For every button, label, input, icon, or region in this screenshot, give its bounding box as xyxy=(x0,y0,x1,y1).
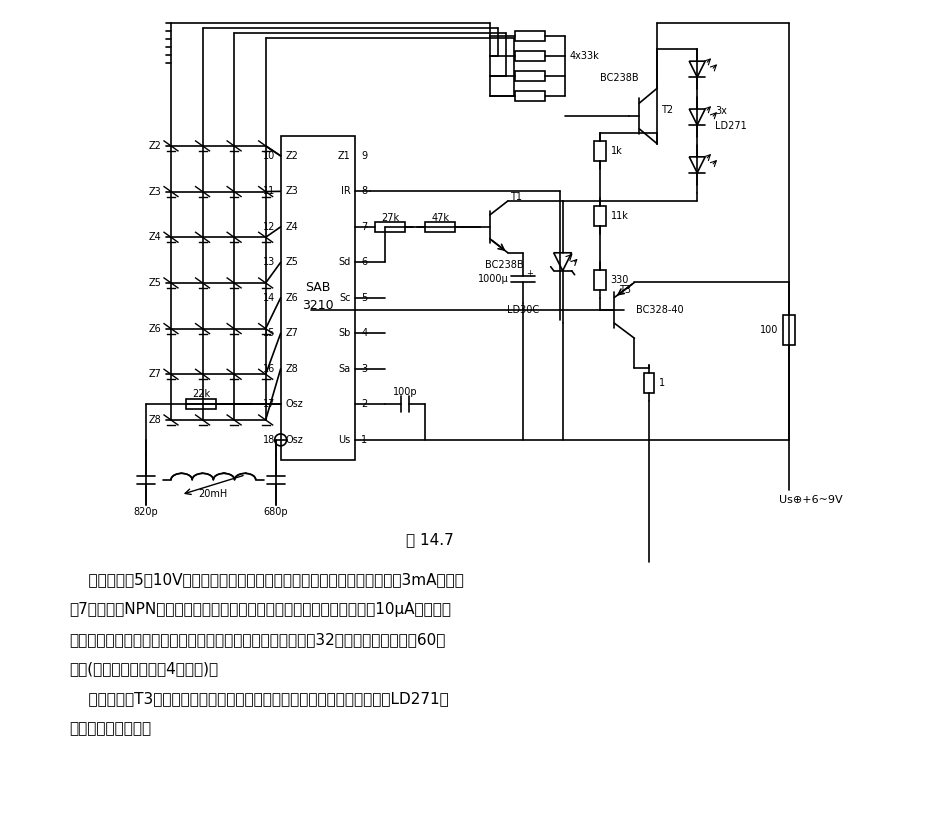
Text: Osz: Osz xyxy=(286,400,303,409)
Text: 13: 13 xyxy=(263,257,275,267)
Text: 1: 1 xyxy=(658,378,665,388)
Text: 使发射器接通和发出指令，需采用四列八行连线，直接可产生32条指令，并可扩展成60条: 使发射器接通和发出指令，需采用四列八行连线，直接可产生32条指令，并可扩展成60… xyxy=(70,632,445,647)
Text: 1k: 1k xyxy=(610,146,622,156)
Text: BC238B: BC238B xyxy=(599,74,638,83)
Bar xyxy=(593,141,604,161)
Bar xyxy=(593,206,604,225)
Text: 7: 7 xyxy=(361,222,367,232)
Text: 15: 15 xyxy=(263,328,275,338)
Text: 图 14.7: 图 14.7 xyxy=(406,532,453,547)
Text: 16: 16 xyxy=(263,364,275,374)
Text: BC328-40: BC328-40 xyxy=(636,306,683,315)
Text: Sc: Sc xyxy=(338,292,350,303)
Text: Z4: Z4 xyxy=(148,232,161,243)
Text: Z8: Z8 xyxy=(286,364,298,374)
Text: T3: T3 xyxy=(619,285,630,296)
Bar xyxy=(514,31,544,41)
Text: 示出供电电压情况。: 示出供电电压情况。 xyxy=(70,721,151,736)
Text: +: + xyxy=(526,270,532,279)
Text: 3: 3 xyxy=(361,364,367,374)
Text: Z3: Z3 xyxy=(148,186,161,197)
Text: 330: 330 xyxy=(610,275,629,285)
Text: 8: 8 xyxy=(361,186,367,196)
Text: 20mH: 20mH xyxy=(198,489,228,498)
Text: Sb: Sb xyxy=(337,328,350,338)
Text: Us⊕+6~9V: Us⊕+6~9V xyxy=(778,494,842,505)
Bar xyxy=(514,51,544,61)
Text: 3x: 3x xyxy=(715,106,726,116)
Text: Sa: Sa xyxy=(338,364,350,374)
Bar xyxy=(643,373,654,393)
Text: T1: T1 xyxy=(509,192,521,202)
Text: Z5: Z5 xyxy=(148,278,161,288)
Text: Z2: Z2 xyxy=(148,141,161,151)
Bar xyxy=(280,136,355,460)
Text: 22k: 22k xyxy=(192,390,210,400)
Text: Sd: Sd xyxy=(337,257,350,267)
Text: Z8: Z8 xyxy=(148,415,161,425)
Text: Z2: Z2 xyxy=(286,151,298,161)
Text: IR: IR xyxy=(340,186,350,196)
Text: 14: 14 xyxy=(263,292,275,303)
Text: Us: Us xyxy=(337,435,350,445)
Text: LD271: LD271 xyxy=(715,121,746,131)
Bar xyxy=(782,315,794,346)
Text: T2: T2 xyxy=(661,105,673,115)
Text: 100: 100 xyxy=(758,325,777,335)
Text: SAB: SAB xyxy=(305,281,330,294)
Text: 12: 12 xyxy=(263,222,275,232)
Text: 18: 18 xyxy=(263,435,275,445)
Text: Z7: Z7 xyxy=(148,369,161,379)
Text: Z4: Z4 xyxy=(286,222,298,232)
Bar xyxy=(185,400,216,409)
Text: 11: 11 xyxy=(263,186,275,196)
Text: 9: 9 xyxy=(361,151,367,161)
Text: 脚7接入一个NPN晶体管可使静止状态下电路同电池分离，其吸收电流在10μA以下。为: 脚7接入一个NPN晶体管可使静止状态下电路同电池分离，其吸收电流在10μA以下。… xyxy=(70,602,451,617)
Text: Z7: Z7 xyxy=(286,328,298,338)
Text: 电源电压为5～10V，适于电池供电。工作时除末级外整个电路吸收电流为3mA。通过: 电源电压为5～10V，适于电池供电。工作时除末级外整个电路吸收电流为3mA。通过 xyxy=(70,572,463,587)
Text: 1: 1 xyxy=(361,435,367,445)
Text: Z6: Z6 xyxy=(148,324,161,333)
Text: 4: 4 xyxy=(361,328,367,338)
Bar xyxy=(514,71,544,81)
Text: Z5: Z5 xyxy=(286,257,298,267)
Text: 17: 17 xyxy=(263,400,275,409)
Text: 3210: 3210 xyxy=(302,299,334,312)
Text: 11k: 11k xyxy=(610,211,628,221)
Text: 47k: 47k xyxy=(431,213,449,223)
Text: 680p: 680p xyxy=(263,507,287,516)
Text: 指令(每二个二极管产生4条指令)。: 指令(每二个二极管产生4条指令)。 xyxy=(70,662,218,676)
Text: Z3: Z3 xyxy=(286,186,298,196)
Text: LD30C: LD30C xyxy=(506,305,539,315)
Text: BC238B: BC238B xyxy=(485,260,523,270)
Bar xyxy=(514,91,544,101)
Text: 末级晶体管T3为恒流源，这可保证在电源电压降低时能由三个发光二极管LD271显: 末级晶体管T3为恒流源，这可保证在电源电压降低时能由三个发光二极管LD271显 xyxy=(70,691,449,707)
Text: 27k: 27k xyxy=(381,213,399,223)
Text: 1000μ: 1000μ xyxy=(477,274,508,283)
Text: Z6: Z6 xyxy=(286,292,298,303)
Text: Z1: Z1 xyxy=(337,151,350,161)
Text: 820p: 820p xyxy=(133,507,159,516)
Bar xyxy=(593,270,604,290)
Text: 100p: 100p xyxy=(392,387,417,397)
Bar xyxy=(375,222,405,232)
Text: 4x33k: 4x33k xyxy=(569,51,599,61)
Text: Osz: Osz xyxy=(286,435,303,445)
Text: 6: 6 xyxy=(361,257,367,267)
Text: 5: 5 xyxy=(361,292,367,303)
Text: 2: 2 xyxy=(361,400,367,409)
Bar xyxy=(425,222,454,232)
Text: 10: 10 xyxy=(263,151,275,161)
